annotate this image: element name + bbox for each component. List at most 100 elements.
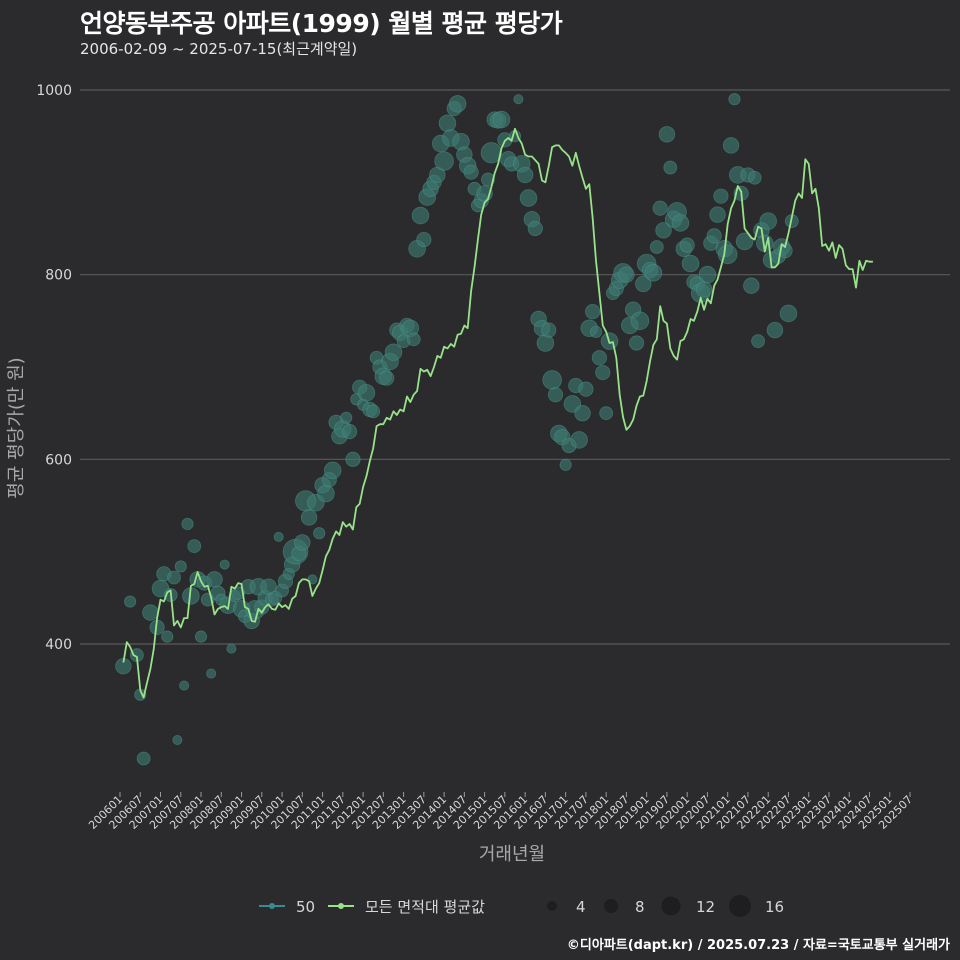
bubble-point-200705-11 [167, 570, 181, 585]
bubble-point-200604-1 [124, 595, 137, 608]
bubble-point-201705-131 [570, 431, 588, 449]
x-axis-ticks: 2006012006072007012007072008012008072009… [86, 792, 915, 832]
bubble-point-201012-54 [313, 527, 326, 540]
bubble-point-200711-17 [187, 539, 202, 554]
bubble-point-202009-171 [706, 228, 722, 244]
bubble-point-201306-84 [411, 206, 430, 225]
bubble-point-201210-76 [384, 343, 403, 361]
bubble-point-201401-91 [434, 151, 454, 171]
bubble-point-201506-108 [492, 110, 511, 129]
bubble-point-201807-145 [618, 266, 635, 283]
bubble-point-201609-123 [542, 370, 562, 390]
bubble-point-201911-161 [671, 214, 690, 232]
legend-size-label-8: 8 [635, 898, 645, 916]
bubble-point-202103-177 [728, 93, 741, 106]
bubble-point-201104-58 [323, 461, 342, 480]
bubble-point-202203-189 [766, 321, 784, 339]
footer-credit: ©디아파트(dapt.kr) / 2025.07.23 / 자료=국토교통부 실… [566, 938, 950, 953]
legend-size-4: 4 [547, 898, 586, 916]
bubble-point-201905-155 [652, 200, 668, 216]
chart-title: 언양동부주공 아파트(1999) 월별 평균 평당가 [80, 9, 563, 38]
legend-item-50[interactable]: 50 [259, 898, 315, 916]
bubble-point-202102-176 [722, 137, 740, 154]
bubble-point-200706-12 [172, 735, 183, 746]
bubble-point-201202-68 [357, 384, 376, 402]
legend-item-average[interactable]: 모든 면적대 평균값 [328, 898, 485, 916]
bubble-point-201908-158 [663, 160, 678, 175]
average-line-path [122, 127, 873, 699]
bubble-point-201811-149 [630, 311, 650, 331]
bubble-point-201710-136 [589, 325, 603, 338]
bubble-point-200708-14 [179, 680, 190, 691]
y-tick-label-1000: 1000 [36, 83, 72, 99]
bubble-point-201711-137 [591, 350, 608, 366]
legend-size-16: 16 [729, 895, 784, 917]
bubble-point-201502-104 [481, 172, 495, 187]
bubble-point-202201-187 [759, 212, 777, 230]
bubble-point-201402-92 [438, 114, 457, 133]
y-axis-title: 평균 평당가(만 원) [6, 357, 27, 498]
bubble-point-201304-82 [406, 332, 421, 347]
bubble-point-201010-52 [307, 574, 318, 585]
bubble-point-200808-26 [219, 559, 230, 570]
bubble-point-201109-63 [341, 424, 358, 440]
legend-size-dot-4 [547, 901, 557, 911]
bubble-point-200608-4 [136, 751, 151, 766]
bubble-point-202002-164 [681, 254, 700, 273]
bubble-point-200703-9 [161, 630, 174, 643]
bubble-point-201701-127 [559, 458, 572, 471]
bubble-point-201904-154 [649, 240, 664, 254]
bubble-point-201503-105 [480, 142, 502, 164]
legend-size-label-12: 12 [696, 898, 715, 916]
chart-subtitle: 2006-02-09 ~ 2025-07-15(최근계약일) [80, 40, 358, 58]
bubble-point-201604-118 [527, 220, 543, 237]
bubble-point-200912-42 [273, 531, 284, 542]
legend-swatch-average-dot [338, 903, 344, 909]
bubble-point-200707-13 [174, 560, 187, 573]
bubble-point-202106-180 [735, 232, 754, 251]
bubble-point-201706-132 [574, 404, 591, 422]
grid-lines [80, 89, 950, 645]
bubble-point-200810-28 [226, 643, 237, 654]
bubble-point-201903-153 [644, 264, 663, 282]
bubble-point-202101-175 [717, 244, 738, 265]
bubble-point-201812-150 [635, 275, 652, 293]
bubble-point-201707-133 [578, 381, 594, 397]
bubble-point-201405-95 [448, 95, 467, 113]
bubble-point-202110-184 [751, 334, 765, 349]
bubble-point-202207-193 [779, 304, 798, 323]
bubble-point-202109-183 [747, 170, 762, 185]
bubble-point-201102-56 [317, 484, 335, 503]
bubble-point-202007-169 [698, 265, 717, 284]
bubble-point-201409-99 [463, 164, 479, 180]
bubble-point-200801-19 [194, 630, 208, 643]
bubble-point-201906-156 [655, 222, 672, 239]
y-axis-ticks: 400 600 800 1000 [36, 83, 72, 653]
bubble-point-201204-70 [366, 404, 381, 419]
legend-size-dot-16 [729, 895, 751, 917]
bubble-point-201712-138 [595, 364, 611, 381]
bubble-point-200709-15 [181, 517, 194, 531]
legend: 50 모든 면적대 평균값 4 8 12 16 [259, 895, 784, 917]
bubble-point-201208-74 [379, 370, 395, 386]
x-axis-title: 거래년월 [479, 844, 545, 865]
legend-size-label-16: 16 [765, 898, 784, 916]
legend-size-dot-12 [661, 896, 681, 916]
bubble-point-201307-85 [416, 231, 432, 248]
average-line-series [122, 127, 873, 699]
legend-label-50: 50 [296, 898, 315, 916]
bubble-point-200610-5 [142, 604, 159, 621]
bubble-point-200805-23 [206, 571, 223, 588]
bubble-point-201009-51 [300, 509, 318, 526]
y-tick-label-800: 800 [45, 268, 72, 284]
bubble-point-201108-62 [340, 411, 353, 424]
legend-size-8: 8 [604, 898, 645, 916]
bubble-point-201801-139 [599, 406, 614, 421]
bubble-point-202011-173 [713, 188, 729, 204]
bubble-series-50 [115, 93, 799, 766]
legend-size-label-4: 4 [576, 898, 586, 916]
bubble-point-201810-148 [628, 335, 645, 351]
bubble-point-201511-113 [513, 94, 524, 105]
bubble-point-201907-157 [658, 126, 676, 143]
